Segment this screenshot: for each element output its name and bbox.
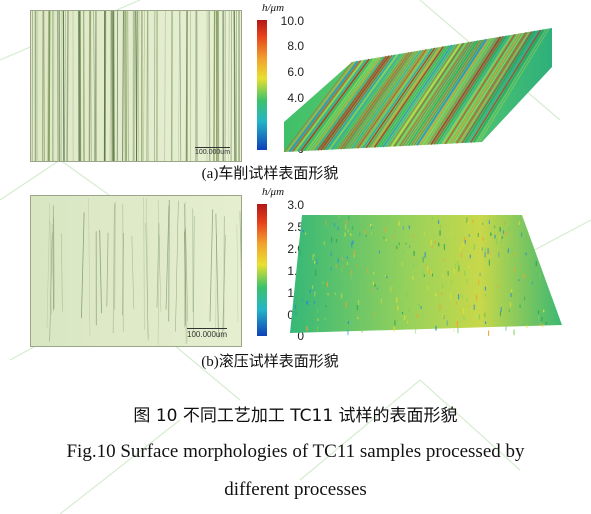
colorbar-b [257, 204, 267, 336]
turned-micrograph: 100.000um [30, 10, 242, 162]
colorbar-a [257, 20, 267, 150]
figure-caption-cn: 图 10 不同工艺加工 TC11 试样的表面形貌 [133, 406, 458, 426]
tick-b: 3.0 [287, 198, 304, 212]
tick-b: 0 [297, 329, 304, 343]
scale-bar-b: 100.000um [187, 328, 228, 339]
caption-b: (b)滚压试样表面形貌 [201, 354, 339, 370]
tick-b: 2.5 [287, 220, 304, 234]
tick-a: 10.0 [280, 14, 304, 28]
surface-3d-a [283, 28, 552, 153]
figure-caption-en-line2: different processes [224, 479, 367, 500]
colorbar-unit-a: h/μm [262, 2, 285, 14]
rolled-micrograph: 100.000um [30, 195, 242, 347]
tick-a: 8.0 [287, 39, 304, 53]
tick-a: 6.0 [287, 65, 304, 79]
caption-a: (a)车削试样表面形貌 [201, 166, 339, 182]
surface-3d-b [290, 215, 562, 336]
tick-a: 4.0 [287, 91, 304, 105]
scale-bar-a: 100.000um [195, 147, 231, 156]
colorbar-unit-b: h/μm [262, 186, 285, 198]
figure-caption-en-line1: Fig.10 Surface morphologies of TC11 samp… [66, 441, 525, 462]
